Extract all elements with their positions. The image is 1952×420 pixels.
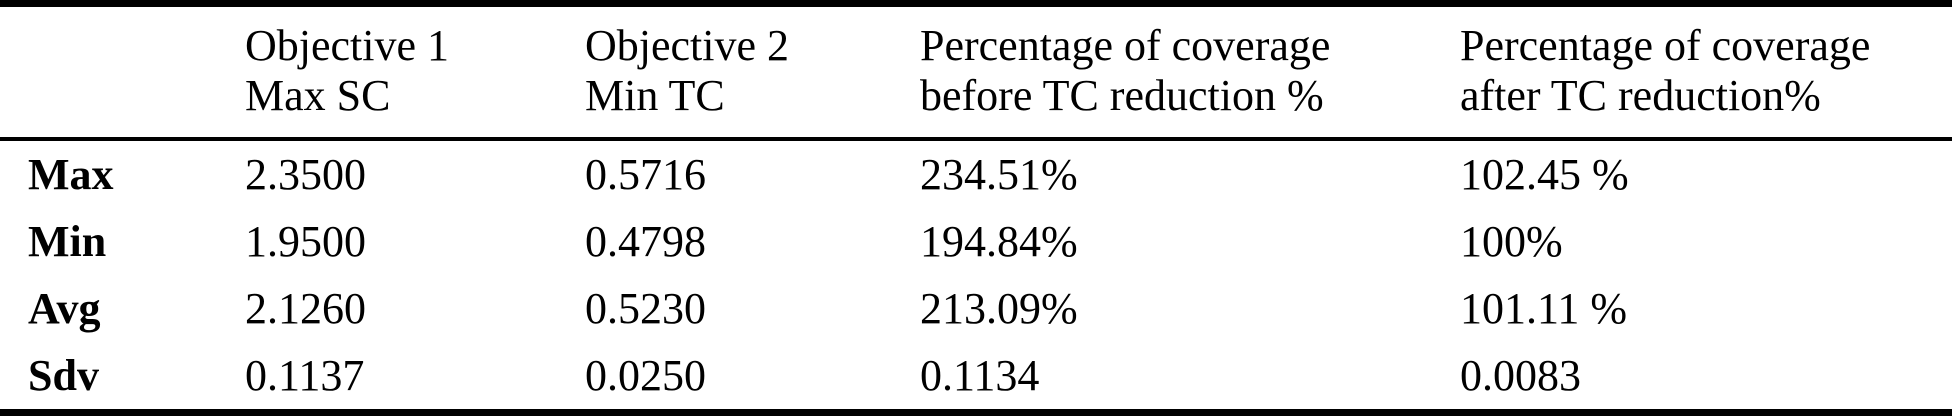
table-cell: 0.4798	[585, 216, 706, 266]
table-header: Objective 1 Max SC Objective 2 Min TC Pe…	[0, 0, 1952, 141]
table-cell: 234.51%	[920, 149, 1078, 199]
table-cell: 213.09%	[920, 283, 1078, 333]
header-row: Objective 1 Max SC Objective 2 Min TC Pe…	[0, 0, 1952, 141]
table-cell: 0.5716	[585, 149, 706, 199]
row-label: Sdv	[0, 342, 245, 416]
table-cell: 100%	[1460, 216, 1563, 266]
table-row-min: Min 1.9500 0.4798 194.84% 100%	[0, 208, 1952, 275]
table-cell: 0.0083	[1460, 342, 1952, 416]
table-cell: 194.84%	[920, 216, 1078, 266]
table-cell: 0.0250	[585, 342, 920, 416]
column-header-coverage-before: Percentage of coverage before TC reducti…	[920, 0, 1460, 141]
column-header-line2: Min TC	[585, 71, 725, 120]
column-header-objective1: Objective 1 Max SC	[245, 0, 585, 141]
row-label: Max	[28, 149, 114, 199]
column-header-line2: before TC reduction %	[920, 71, 1324, 120]
column-header-line1: Objective 2	[585, 21, 790, 70]
table-body: Max 2.3500 0.5716 234.51% 102.45 % Min 1…	[0, 139, 1952, 416]
row-label: Min	[28, 216, 107, 266]
table-cell: 1.9500	[245, 216, 366, 266]
column-header-objective2: Objective 2 Min TC	[585, 0, 920, 141]
table-row-sdv: Sdv 0.1137 0.0250 0.1134 0.0083	[0, 342, 1952, 416]
table-cell: 0.1137	[245, 342, 585, 416]
column-header-line1: Percentage of coverage	[1460, 21, 1871, 70]
column-header-line2: Max SC	[245, 71, 391, 120]
column-header-rowlabels	[0, 0, 245, 141]
column-header-line1: Percentage of coverage	[920, 21, 1331, 70]
column-header-line1: Objective 1	[245, 21, 450, 70]
table-row-avg: Avg 2.1260 0.5230 213.09% 101.11 %	[0, 275, 1952, 342]
table-cell: 0.5230	[585, 283, 706, 333]
row-label: Avg	[28, 283, 101, 333]
table-cell: 101.11 %	[1460, 283, 1628, 333]
column-header-line2: after TC reduction%	[1460, 71, 1821, 120]
column-header-coverage-after: Percentage of coverage after TC reductio…	[1460, 0, 1952, 141]
table-cell: 0.1134	[920, 342, 1460, 416]
table-cell: 2.1260	[245, 283, 366, 333]
table-row-max: Max 2.3500 0.5716 234.51% 102.45 %	[0, 139, 1952, 208]
table-cell: 2.3500	[245, 149, 366, 199]
table-cell: 102.45 %	[1460, 149, 1629, 199]
